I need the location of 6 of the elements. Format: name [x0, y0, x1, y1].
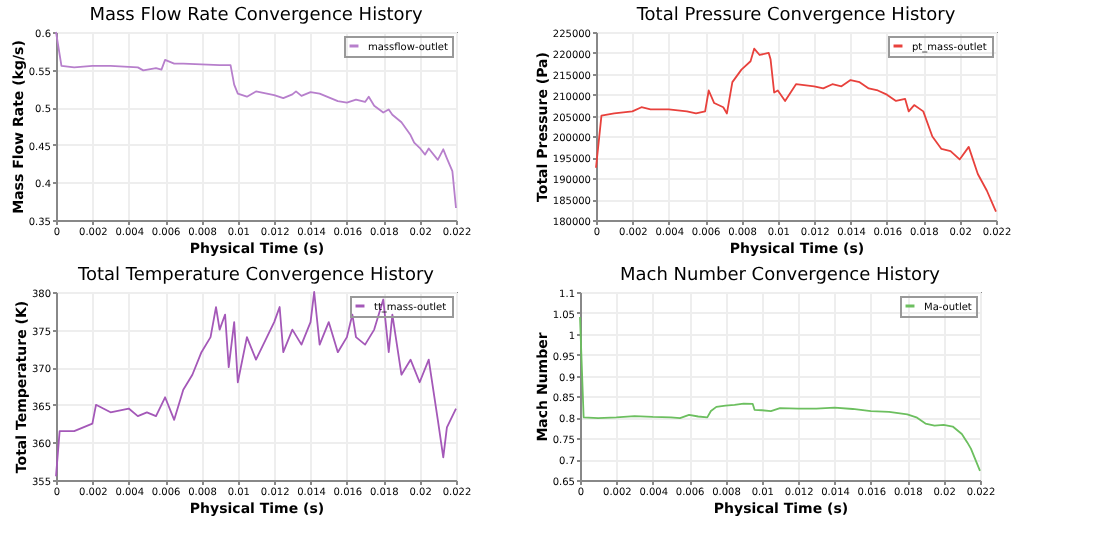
line-series: [579, 316, 981, 472]
chart-title: Mach Number Convergence History: [619, 266, 942, 286]
chart-title: Mass Flow Rate Convergence History: [89, 6, 424, 26]
line-series: [55, 291, 457, 478]
chart-title: Total Pressure Convergence History: [634, 6, 957, 26]
chart-title: Total Temperature Convergence History: [76, 266, 436, 286]
